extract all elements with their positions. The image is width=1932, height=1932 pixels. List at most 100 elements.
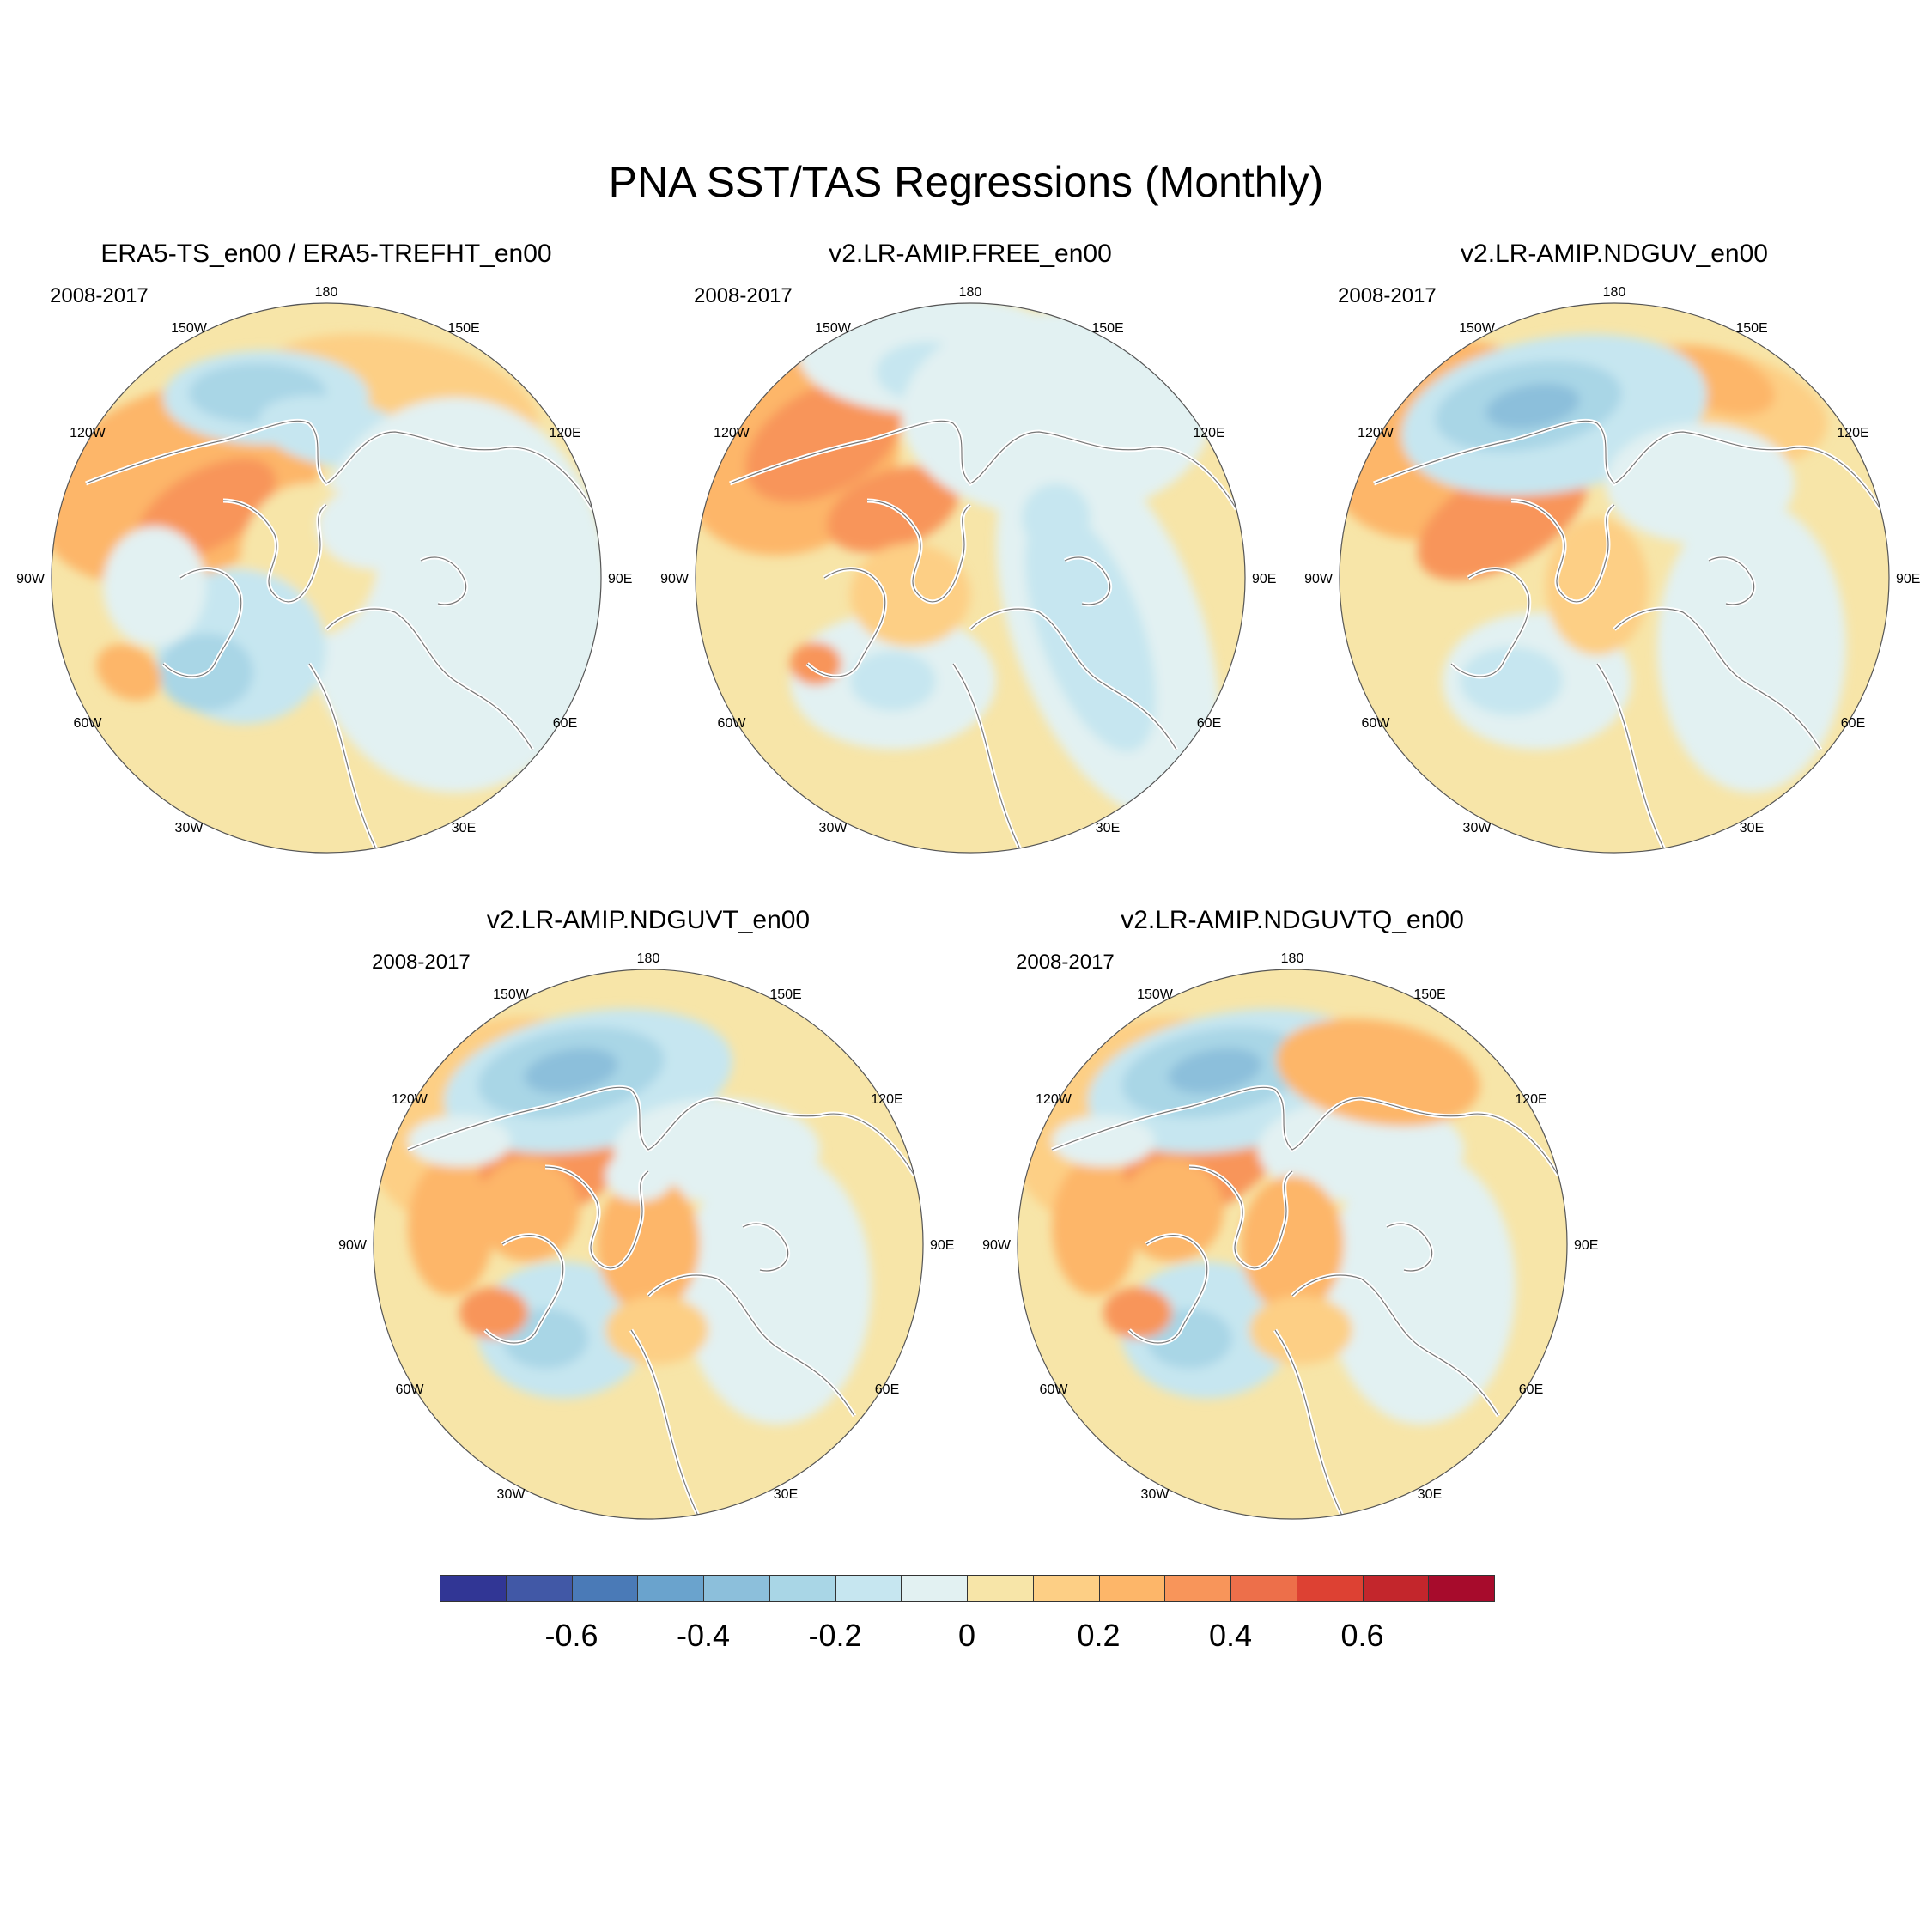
anomaly-region [1052,1158,1138,1296]
polar-map: 180150E120E90E60E30E030W60W90W120W150W [660,285,1276,854]
panel-period: 2008-2017 [1338,284,1437,307]
anomaly-region [524,1048,618,1094]
longitude-label: 60E [553,716,577,731]
colorbar-swatch [505,1575,573,1602]
longitude-label: 30W [819,821,848,835]
longitude-label: 60E [1519,1382,1543,1397]
anomaly-region [1103,1287,1172,1339]
longitude-label: 30W [1141,1487,1170,1502]
longitude-label: 180 [959,285,982,300]
panel-title: v2.LR-AMIP.FREE_en00 [829,240,1112,268]
coastline [1708,556,1755,605]
anomaly-region [605,1150,674,1201]
colorbar-swatch [769,1575,836,1602]
longitude-label: 150W [1459,321,1496,336]
coastline [85,420,593,510]
anomaly-region [850,651,936,711]
coastline [1274,1329,1345,1519]
coastline [407,1086,915,1176]
colorbar-swatch [1098,1575,1166,1602]
coastline [222,500,327,603]
longitude-label: 180 [637,951,660,966]
longitude-label: 180 [1281,951,1304,966]
longitude-label: 120E [549,426,580,440]
panel-title: v2.LR-AMIP.NDGUVT_en00 [486,906,811,934]
longitude-label: 90W [1304,572,1334,586]
longitude-label: 60W [1040,1382,1069,1397]
polar-map: 180150E120E90E60E30E030W60W90W120W150W [16,285,632,854]
anomaly-region [902,312,1211,518]
longitude-label: 60W [74,716,103,731]
anomaly-region [1121,1158,1224,1261]
longitude-label: 150E [1091,321,1123,336]
coastline [1051,1086,1559,1176]
longitude-label: 60E [875,1382,899,1397]
anomaly-region [1327,1150,1516,1425]
colorbar: -0.6 -0.4 -0.2 0 0.2 0.4 0.6 [440,1575,1495,1653]
panel-title: v2.LR-AMIP.NDGUVTQ_en00 [1121,906,1464,934]
coastline [969,608,1177,750]
colorbar-swatch [1296,1575,1364,1602]
coastline [484,1235,564,1344]
panel-title: v2.LR-AMIP.NDGUV_en00 [1461,240,1768,268]
anomaly-region [1168,1048,1262,1094]
longitude-label: 90W [338,1238,368,1253]
longitude-label: 30W [175,821,204,835]
anomaly-region [459,1287,528,1339]
anomaly-region [605,1296,708,1364]
colorbar-tick-label: 0 [957,1618,976,1653]
anomaly-region [1052,1115,1155,1167]
colorbar-swatch [835,1575,902,1602]
colorbar-tick-label: 0.2 [1077,1618,1121,1653]
anomaly-region [850,544,970,647]
colorbar-swatch [440,1575,507,1602]
anomaly-region [1460,647,1563,715]
coastline [1373,420,1881,510]
anomaly-region [103,526,206,647]
polar-map: 180150E120E90E60E30E030W60W90W120W150W [982,951,1598,1520]
colorbar-swatch [571,1575,639,1602]
longitude-label: 60W [396,1382,425,1397]
longitude-label: 120E [1515,1092,1546,1107]
longitude-label: 60W [1362,716,1391,731]
map-panel-nduv: v2.LR-AMIP.NDGUV_en00 2008-2017 180 150E 1… [1297,239,1932,857]
panel-period: 2008-2017 [50,284,149,307]
coastline [630,1329,701,1519]
figure-title: PNA SST/TAS Regressions (Monthly) [608,158,1324,206]
coastline [308,663,379,853]
panel-period: 2008-2017 [372,951,471,974]
coastline [1064,556,1111,605]
longitude-label: 150W [815,321,852,336]
colorbar-swatch [967,1575,1034,1602]
coastline [952,663,1023,853]
longitude-label: 150E [447,321,479,336]
longitude-label: 120W [70,426,106,440]
longitude-label: 150E [1413,987,1445,1002]
coastline [162,568,242,677]
coastline [544,1166,649,1269]
longitude-label: 120W [714,426,750,440]
longitude-label: 90E [608,572,632,586]
colorbar-tick-label: 0.4 [1208,1618,1253,1653]
longitude-label: 60W [718,716,747,731]
map-boundary [373,969,924,1520]
longitude-label: 30E [774,1487,798,1502]
longitude-label: 120W [1036,1092,1072,1107]
coastline [1128,1235,1208,1344]
coastline [1510,500,1615,603]
panel-title: ERA5-TS_en00 / ERA5-TREFHT_en00 [100,240,552,268]
colorbar-swatch [1362,1575,1430,1602]
coastline [742,1223,789,1272]
map-boundary [1017,969,1568,1520]
colorbar-tick-label: -0.2 [808,1618,862,1653]
coastline [806,568,886,677]
polar-map: 180150E120E90E60E30E030W60W90W120W150W [1304,285,1920,854]
coastline [325,608,533,750]
anomaly-region [1485,383,1580,429]
anomaly-region [318,483,438,569]
longitude-label: 30E [1418,1487,1442,1502]
coastline [420,556,467,605]
coastline [1596,663,1667,853]
colorbar-swatch [1428,1575,1495,1602]
colorbar-swatch [901,1575,968,1602]
